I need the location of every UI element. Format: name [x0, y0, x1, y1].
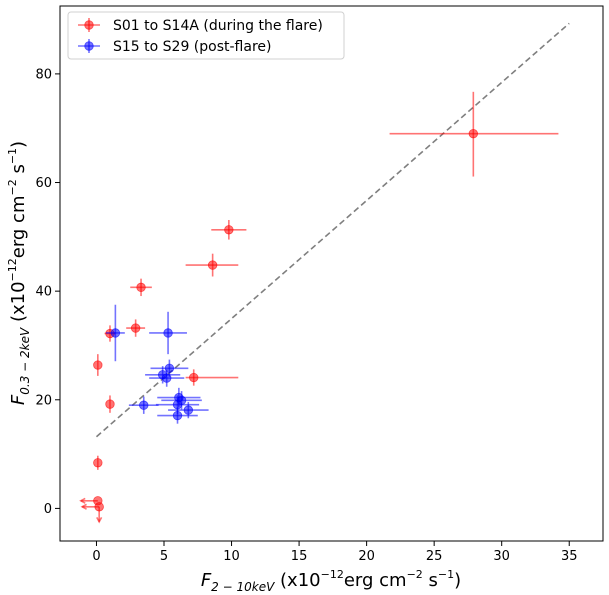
- data-marker: [162, 373, 172, 383]
- data-point: [130, 278, 152, 297]
- data-point: [105, 304, 125, 362]
- data-point: [157, 407, 198, 424]
- legend-item-1: S01 to S14A (during the flare): [78, 18, 323, 34]
- x-tick-label: 10: [223, 549, 240, 564]
- legend-marker: [84, 20, 94, 30]
- data-marker: [189, 372, 199, 383]
- y-tick-label: 60: [35, 176, 52, 191]
- data-marker: [163, 328, 173, 338]
- data-point: [126, 319, 146, 337]
- y-tick-label: 40: [35, 285, 52, 300]
- plot-area: [79, 22, 570, 524]
- y-axis-label: F0.3 − 2keV (x10−12erg cm−2 s−1): [6, 141, 32, 405]
- data-point: [155, 395, 200, 414]
- data-marker: [224, 225, 234, 235]
- data-marker: [94, 502, 104, 512]
- legend-box: [67, 11, 345, 60]
- legend-label: S15 to S29 (post-flare): [113, 39, 271, 55]
- data-point: [105, 395, 115, 413]
- x-tick-label: 25: [426, 549, 443, 564]
- data-marker: [93, 458, 103, 468]
- x-tick-label: 35: [561, 549, 578, 564]
- legend: S01 to S14A (during the flare) S15 to S29…: [67, 11, 345, 60]
- x-tick-label: 15: [291, 549, 308, 564]
- limit-arrow-head: [79, 497, 86, 504]
- x-tick-label: 30: [493, 549, 510, 564]
- data-point: [185, 369, 239, 386]
- axis-ticks: 0 5 10 15 20 25 30 35 0 20 40 60 80: [35, 67, 577, 564]
- data-marker: [468, 128, 479, 139]
- legend-label: S01 to S14A (during the flare): [113, 18, 323, 34]
- y-tick-label: 20: [35, 393, 52, 408]
- data-marker: [207, 260, 218, 270]
- x-tick-label: 5: [160, 549, 168, 564]
- data-point: [93, 354, 103, 376]
- x-tick-label: 20: [358, 549, 375, 564]
- data-marker: [183, 405, 194, 415]
- data-marker: [130, 323, 141, 333]
- data-marker: [136, 282, 146, 293]
- y-tick-label: 0: [44, 502, 52, 517]
- y-tick-label: 80: [35, 67, 52, 82]
- data-marker: [110, 328, 121, 338]
- data-marker: [93, 360, 103, 370]
- data-point: [149, 369, 185, 387]
- plot-frame: [59, 5, 604, 542]
- series-1: [79, 91, 559, 524]
- data-point: [128, 396, 159, 414]
- data-point: [93, 455, 103, 470]
- x-tick-label: 0: [92, 549, 100, 564]
- data-marker: [172, 410, 183, 421]
- data-point: [185, 253, 239, 277]
- data-point: [211, 220, 247, 240]
- data-marker: [139, 400, 149, 410]
- legend-item-2: S15 to S29 (post-flare): [78, 39, 271, 55]
- legend-marker: [84, 41, 94, 51]
- series-2: [105, 304, 209, 424]
- data-point: [389, 91, 559, 177]
- data-point: [80, 502, 104, 524]
- limit-arrow-head: [96, 517, 103, 524]
- data-point: [149, 311, 187, 355]
- data-point: [145, 366, 181, 384]
- data-marker: [105, 399, 115, 409]
- limit-arrow-head: [80, 503, 87, 510]
- x-axis-label: F2 − 10keV (x10−12erg cm−2 s−1): [201, 568, 461, 594]
